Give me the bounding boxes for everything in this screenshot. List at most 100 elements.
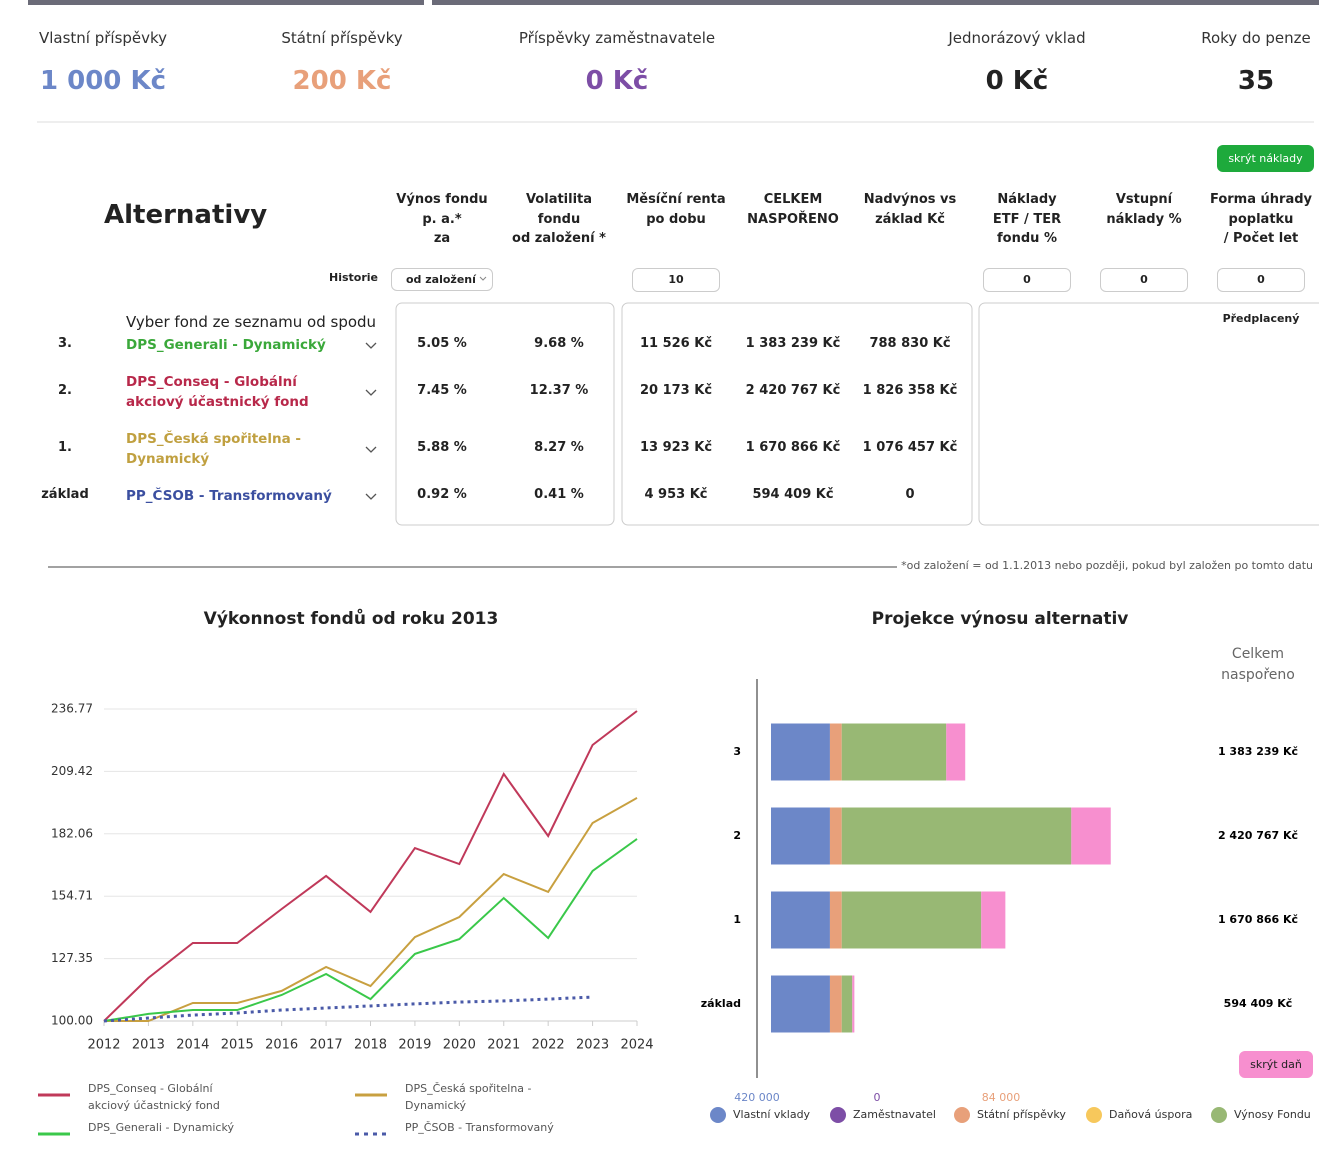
- bar-segment: [829, 975, 842, 1033]
- hide-tax-button[interactable]: skrýt daň: [1239, 1051, 1313, 1078]
- select-chevron: [479, 276, 487, 281]
- fund-chevron: [365, 342, 377, 349]
- legend-label: Vlastní vklady: [733, 1108, 811, 1121]
- bar-segment: [946, 723, 966, 781]
- x-tick-label: 2019: [398, 1038, 431, 1053]
- legend-swatch: [1086, 1107, 1102, 1123]
- top-tab: [28, 0, 424, 5]
- total-label: 2 420 767 Kč: [1218, 829, 1298, 842]
- x-tick-label: 2020: [443, 1038, 476, 1053]
- cell: 5.88 %: [417, 440, 467, 455]
- column-header: Vstupní náklady %: [1106, 192, 1182, 227]
- cell: 1 383 239 Kč: [745, 336, 841, 351]
- hide-costs-button[interactable]: skrýt náklady: [1217, 145, 1314, 172]
- bar-segment: [841, 975, 853, 1033]
- bar-segment: [841, 807, 1072, 865]
- cell: 1 076 457 Kč: [862, 440, 958, 455]
- input-field[interactable]: 0: [1217, 268, 1305, 292]
- series-total: 0: [874, 1091, 881, 1104]
- legend-label: DPS_Conseq - Globální akciový účastnický…: [88, 1082, 220, 1112]
- cell: 7.45 %: [417, 383, 467, 398]
- row-rank: 3.: [58, 336, 72, 351]
- summary-label: Státní příspěvky: [281, 29, 403, 47]
- line-series: [103, 838, 638, 1022]
- cell: 0.92 %: [417, 487, 467, 502]
- bar-segment: [841, 723, 947, 781]
- chart-title: Projekce výnosu alternativ: [871, 609, 1129, 629]
- box: [978, 302, 1319, 526]
- cell: 11 526 Kč: [639, 336, 713, 351]
- x-tick-label: 2022: [532, 1038, 565, 1053]
- summary-value: 0 Kč: [985, 66, 1049, 96]
- fund-name[interactable]: DPS_Conseq - Globální akciový účastnický…: [126, 374, 309, 410]
- summary-value: 200 Kč: [292, 66, 392, 96]
- history-select[interactable]: od založení: [391, 268, 493, 291]
- x-tick-label: 2017: [310, 1038, 343, 1053]
- category-label: 3: [733, 745, 741, 758]
- select-prompt: Vyber fond ze seznamu od spodu: [126, 313, 377, 331]
- series-total: 84 000: [982, 1091, 1021, 1104]
- total-label: 1 670 866 Kč: [1218, 913, 1298, 926]
- series-total: 420 000: [734, 1091, 780, 1104]
- column-header: Výnos fondu p. a.* za: [396, 192, 488, 246]
- line-series: [103, 710, 638, 1022]
- total-label: 594 409 Kč: [1224, 997, 1293, 1010]
- summary-value: 0 Kč: [585, 66, 649, 96]
- legend-label: DPS_Česká spořitelna - Dynamický: [405, 1082, 532, 1112]
- chart-title: Výkonnost fondů od roku 2013: [203, 609, 499, 629]
- summary-label: Příspěvky zaměstnavatele: [518, 29, 716, 47]
- fund-name[interactable]: PP_ČSOB - Transformovaný: [126, 488, 332, 504]
- x-tick-label: 2014: [176, 1038, 209, 1053]
- row-rank: základ: [41, 487, 89, 502]
- x-tick-label: 2015: [221, 1038, 254, 1053]
- summary-label: Vlastní příspěvky: [38, 29, 168, 47]
- bar-segment: [841, 891, 982, 949]
- cell: 0.41 %: [534, 487, 584, 502]
- y-tick-label: 127.35: [51, 951, 93, 965]
- legend-label: Daňová úspora: [1109, 1108, 1192, 1121]
- table-title: Alternativy: [104, 200, 268, 230]
- fund-chevron: [365, 493, 377, 500]
- summary-value: 1 000 Kč: [39, 66, 167, 96]
- x-tick-label: 2012: [87, 1038, 120, 1053]
- line-series: [104, 797, 638, 1022]
- cell: 1 826 358 Kč: [862, 383, 958, 398]
- input-field[interactable]: 10: [632, 268, 720, 292]
- footnote: *od založení = od 1.1.2013 nebo později,…: [901, 559, 1313, 572]
- bar-segment: [981, 891, 1006, 949]
- x-tick-label: 2016: [265, 1038, 298, 1053]
- summary-value: 35: [1237, 66, 1275, 96]
- bar-segment: [771, 807, 830, 865]
- box: [621, 302, 973, 526]
- legend-label: Zaměstnavatel: [853, 1108, 936, 1121]
- y-tick-label: 100.00: [51, 1014, 93, 1028]
- y-tick-label: 236.77: [51, 702, 93, 716]
- legend-label: DPS_Generali - Dynamický: [88, 1121, 234, 1134]
- line-series: [103, 995, 593, 1023]
- category-label: 1: [733, 913, 741, 926]
- x-tick-label: 2018: [354, 1038, 387, 1053]
- bar-segment: [1071, 807, 1111, 865]
- category-label: 2: [733, 829, 741, 842]
- input-field[interactable]: 0: [983, 268, 1071, 292]
- legend-swatch: [710, 1107, 726, 1123]
- legend-swatch: [1211, 1107, 1227, 1123]
- row-rank: 1.: [58, 440, 72, 455]
- column-header: CELKEM NASPOŘENO: [747, 192, 839, 227]
- input-field[interactable]: 0: [1100, 268, 1188, 292]
- cell: 2 420 767 Kč: [745, 383, 841, 398]
- total-label: 1 383 239 Kč: [1218, 745, 1298, 758]
- fund-name[interactable]: DPS_Generali - Dynamický: [126, 337, 326, 353]
- bar-segment: [852, 975, 855, 1033]
- cell: 12.37 %: [529, 383, 589, 398]
- legend-swatch: [830, 1107, 846, 1123]
- bar-segment: [829, 891, 842, 949]
- fund-name[interactable]: DPS_Česká spořitelna - Dynamický: [126, 431, 301, 467]
- x-tick-label: 2013: [132, 1038, 165, 1053]
- legend-label: PP_ČSOB - Transformovaný: [405, 1121, 554, 1134]
- x-tick-label: 2021: [487, 1038, 520, 1053]
- row-rank: 2.: [58, 383, 72, 398]
- bar-segment: [829, 807, 842, 865]
